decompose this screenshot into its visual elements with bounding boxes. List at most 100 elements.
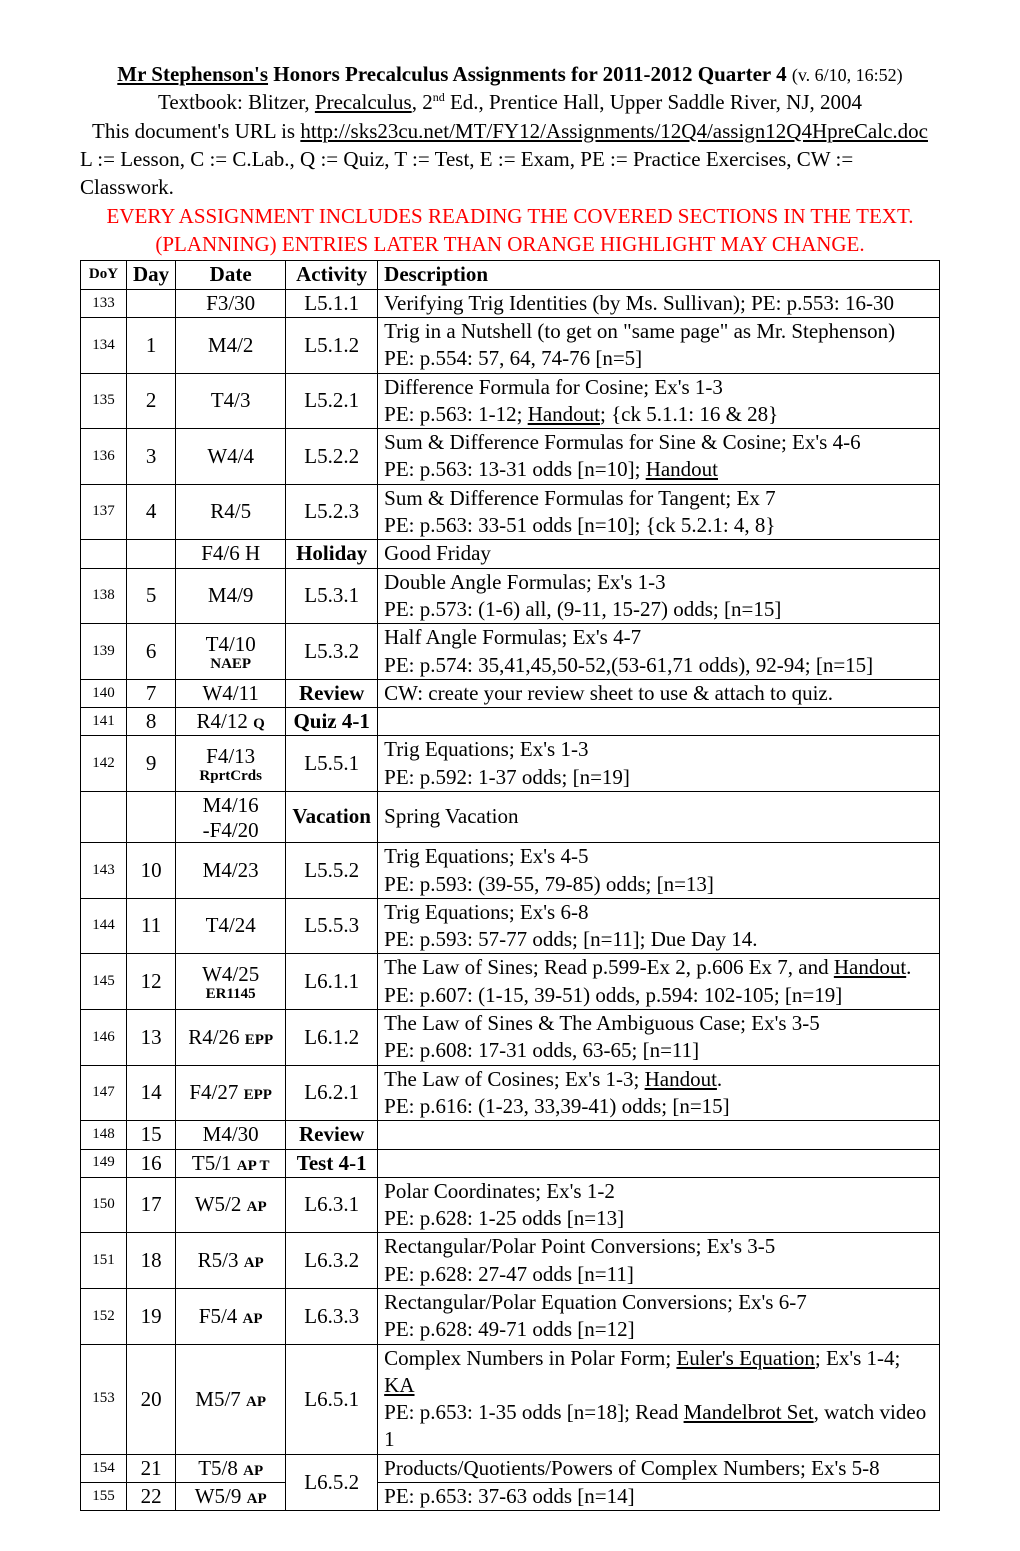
table-row: 133 F3/30L5.1.1Verifying Trig Identities…	[81, 289, 940, 317]
cell-activity: L6.3.3	[286, 1288, 378, 1344]
cell-date: W5/2 AP	[176, 1177, 286, 1233]
document-url[interactable]: http://sks23cu.net/MT/FY12/Assignments/1…	[300, 119, 928, 143]
table-row: 1407W4/11ReviewCW: create your review sh…	[81, 679, 940, 707]
cell-day	[127, 540, 176, 568]
cell-day: 11	[127, 898, 176, 954]
cell-activity: L5.1.2	[286, 318, 378, 374]
cell-date: R4/26 EPP	[176, 1010, 286, 1066]
col-doy: DoY	[81, 261, 127, 289]
cell-date: F4/6 H	[176, 540, 286, 568]
cell-date: F4/27 EPP	[176, 1065, 286, 1121]
table-row: 14411T4/24L5.5.3Trig Equations; Ex's 6-8…	[81, 898, 940, 954]
cell-description: The Law of Cosines; Ex's 1-3; Handout.PE…	[378, 1065, 940, 1121]
cell-day: 19	[127, 1288, 176, 1344]
table-row: 1352T4/3L5.2.1Difference Formula for Cos…	[81, 373, 940, 429]
cell-activity: Test 4-1	[286, 1149, 378, 1177]
col-day: Day	[127, 261, 176, 289]
cell-activity: Review	[286, 1121, 378, 1149]
table-row: 1396T4/10NAEPL5.3.2Half Angle Formulas; …	[81, 624, 940, 680]
notice-line-1: EVERY ASSIGNMENT INCLUDES READING THE CO…	[80, 202, 940, 230]
table-row: 14916T5/1 AP TTest 4-1	[81, 1149, 940, 1177]
table-row: 15320M5/7 APL6.5.1Complex Numbers in Pol…	[81, 1344, 940, 1454]
table-row: 1418R4/12 QQuiz 4-1	[81, 708, 940, 736]
cell-day: 4	[127, 484, 176, 540]
notice-line-2: (PLANNING) ENTRIES LATER THAN ORANGE HIG…	[80, 230, 940, 258]
cell-activity: L6.5.1	[286, 1344, 378, 1454]
cell-activity: Quiz 4-1	[286, 708, 378, 736]
table-row: 15522W5/9 APPE: p.653: 37-63 odds [n=14]	[81, 1483, 940, 1511]
cell-doy: 142	[81, 736, 127, 792]
cell-description: CW: create your review sheet to use & at…	[378, 679, 940, 707]
col-description: Description	[378, 261, 940, 289]
cell-doy: 141	[81, 708, 127, 736]
cell-day: 16	[127, 1149, 176, 1177]
table-row: 1363W4/4L5.2.2Sum & Difference Formulas …	[81, 429, 940, 485]
cell-doy: 155	[81, 1483, 127, 1511]
table-row: 1374R4/5L5.2.3Sum & Difference Formulas …	[81, 484, 940, 540]
cell-activity: L5.5.3	[286, 898, 378, 954]
cell-activity: L5.1.1	[286, 289, 378, 317]
cell-description: Rectangular/Polar Point Conversions; Ex'…	[378, 1233, 940, 1289]
cell-day: 5	[127, 568, 176, 624]
cell-day	[127, 792, 176, 843]
table-row: 1429F4/13RprtCrdsL5.5.1Trig Equations; E…	[81, 736, 940, 792]
cell-day: 20	[127, 1344, 176, 1454]
cell-day: 9	[127, 736, 176, 792]
table-row: 14310M4/23L5.5.2Trig Equations; Ex's 4-5…	[81, 843, 940, 899]
cell-activity: L5.2.1	[286, 373, 378, 429]
table-header-row: DoY Day Date Activity Description	[81, 261, 940, 289]
cell-description: The Law of Sines & The Ambiguous Case; E…	[378, 1010, 940, 1066]
cell-activity: Holiday	[286, 540, 378, 568]
cell-date: F4/13RprtCrds	[176, 736, 286, 792]
cell-doy: 154	[81, 1454, 127, 1482]
textbook-line: Textbook: Blitzer, Precalculus, 2nd Ed.,…	[80, 88, 940, 116]
cell-activity: L5.5.1	[286, 736, 378, 792]
cell-description: Trig Equations; Ex's 6-8PE: p.593: 57-77…	[378, 898, 940, 954]
cell-date: M4/23	[176, 843, 286, 899]
cell-description: Trig Equations; Ex's 1-3PE: p.592: 1-37 …	[378, 736, 940, 792]
assignments-table: DoY Day Date Activity Description 133 F3…	[80, 260, 940, 1511]
cell-description: Polar Coordinates; Ex's 1-2PE: p.628: 1-…	[378, 1177, 940, 1233]
cell-activity: L5.2.2	[286, 429, 378, 485]
cell-doy: 140	[81, 679, 127, 707]
cell-activity: Vacation	[286, 792, 378, 843]
cell-doy: 151	[81, 1233, 127, 1289]
cell-day: 10	[127, 843, 176, 899]
cell-activity: L5.3.1	[286, 568, 378, 624]
table-row: 1341M4/2L5.1.2Trig in a Nutshell (to get…	[81, 318, 940, 374]
cell-date: T4/24	[176, 898, 286, 954]
table-row: 14714F4/27 EPPL6.2.1The Law of Cosines; …	[81, 1065, 940, 1121]
cell-description: Sum & Difference Formulas for Tangent; E…	[378, 484, 940, 540]
cell-description: Spring Vacation	[378, 792, 940, 843]
cell-description: Products/Quotients/Powers of Complex Num…	[378, 1454, 940, 1482]
cell-doy: 152	[81, 1288, 127, 1344]
cell-activity: L5.5.2	[286, 843, 378, 899]
col-activity: Activity	[286, 261, 378, 289]
author: Mr Stephenson's	[117, 62, 268, 86]
cell-doy: 153	[81, 1344, 127, 1454]
cell-day: 22	[127, 1483, 176, 1511]
cell-description: Rectangular/Polar Equation Conversions; …	[378, 1288, 940, 1344]
cell-description: Complex Numbers in Polar Form; Euler's E…	[378, 1344, 940, 1454]
cell-day: 13	[127, 1010, 176, 1066]
cell-day: 15	[127, 1121, 176, 1149]
cell-date: R4/5	[176, 484, 286, 540]
cell-description: Verifying Trig Identities (by Ms. Sulliv…	[378, 289, 940, 317]
cell-day: 17	[127, 1177, 176, 1233]
cell-doy: 147	[81, 1065, 127, 1121]
cell-date: F5/4 AP	[176, 1288, 286, 1344]
table-row: M4/16-F4/20VacationSpring Vacation	[81, 792, 940, 843]
cell-doy: 135	[81, 373, 127, 429]
cell-day: 1	[127, 318, 176, 374]
cell-day: 2	[127, 373, 176, 429]
table-row: 15118R5/3 APL6.3.2Rectangular/Polar Poin…	[81, 1233, 940, 1289]
cell-description: PE: p.653: 37-63 odds [n=14]	[378, 1483, 940, 1511]
cell-doy: 148	[81, 1121, 127, 1149]
cell-description: Trig Equations; Ex's 4-5PE: p.593: (39-5…	[378, 843, 940, 899]
page-header: Mr Stephenson's Honors Precalculus Assig…	[80, 60, 940, 258]
cell-description	[378, 1121, 940, 1149]
cell-description: The Law of Sines; Read p.599-Ex 2, p.606…	[378, 954, 940, 1010]
cell-date: M4/30	[176, 1121, 286, 1149]
table-row: 1385M4/9L5.3.1Double Angle Formulas; Ex'…	[81, 568, 940, 624]
cell-date: R4/12 Q	[176, 708, 286, 736]
